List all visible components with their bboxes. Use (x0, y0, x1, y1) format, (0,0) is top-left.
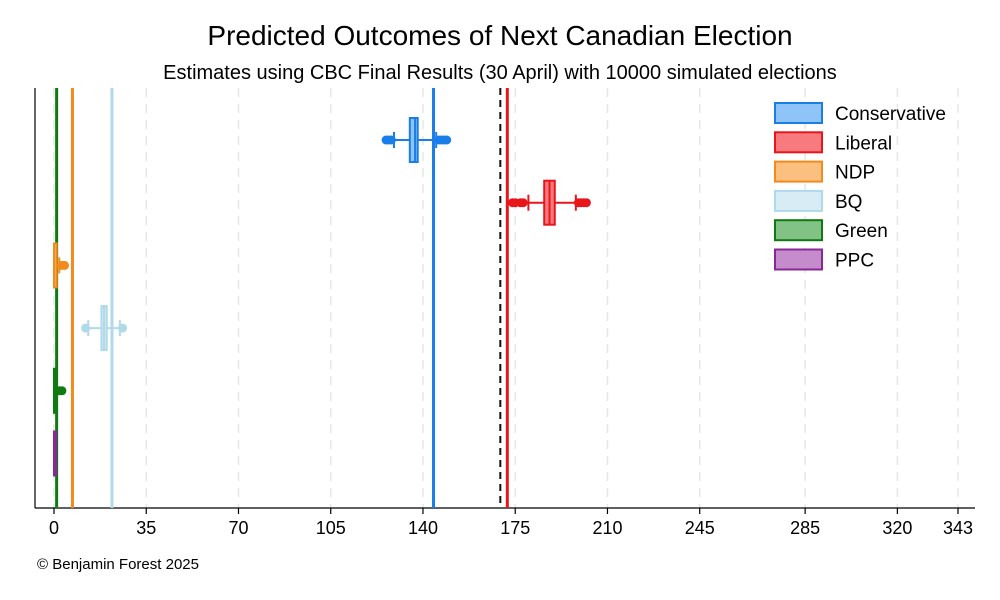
legend-swatch-bq (774, 189, 823, 212)
outlier-conservative-2 (386, 135, 396, 145)
legend-swatch-green (774, 219, 823, 242)
credit-text: © Benjamin Forest 2025 (37, 556, 199, 573)
boxplot-ppc (53, 430, 57, 477)
legend-label-green: Green (835, 221, 888, 242)
x-tick-label-140: 140 (408, 518, 438, 538)
legend-swatch-conservative (774, 102, 823, 124)
x-tick-label-175: 175 (500, 518, 530, 538)
x-tick-label-105: 105 (316, 518, 346, 538)
x-tick-label-70: 70 (228, 518, 248, 538)
chart-subtitle: Estimates using CBC Final Results (30 Ap… (163, 62, 837, 84)
boxplot-green (53, 367, 67, 414)
legend-label-ppc: PPC (835, 251, 874, 272)
legend-label-liberal: Liberal (835, 133, 892, 154)
outlier-green-1 (57, 386, 67, 396)
outlier-liberal-7 (581, 198, 591, 208)
legend-swatch-liberal (774, 131, 823, 154)
boxplot-liberal (508, 179, 591, 226)
x-tick-label-343: 343 (943, 518, 973, 538)
outlier-bq-1 (118, 323, 128, 333)
legend-label-ndp: NDP (835, 163, 875, 184)
x-tick-label-35: 35 (136, 518, 156, 538)
x-tick-label-285: 285 (790, 518, 820, 538)
boxplot-conservative (381, 117, 452, 163)
outlier-ndp-1 (60, 260, 70, 270)
outlier-liberal-3 (518, 198, 528, 208)
boxplot-bq (81, 305, 128, 352)
legend-swatch-ppc (774, 248, 823, 271)
x-tick-label-210: 210 (592, 518, 622, 538)
x-tick-label-0: 0 (49, 518, 59, 538)
chart-title: Predicted Outcomes of Next Canadian Elec… (207, 20, 793, 51)
x-tick-label-320: 320 (882, 518, 912, 538)
boxplot-ndp (53, 242, 70, 289)
legend-label-conservative: Conservative (835, 104, 946, 125)
outlier-conservative-6 (442, 135, 452, 145)
outlier-bq-0 (81, 323, 91, 333)
legend-label-bq: BQ (835, 192, 862, 213)
box-conservative (408, 117, 419, 163)
legend-swatch-ndp (774, 160, 823, 183)
x-tick-label-245: 245 (685, 518, 715, 538)
